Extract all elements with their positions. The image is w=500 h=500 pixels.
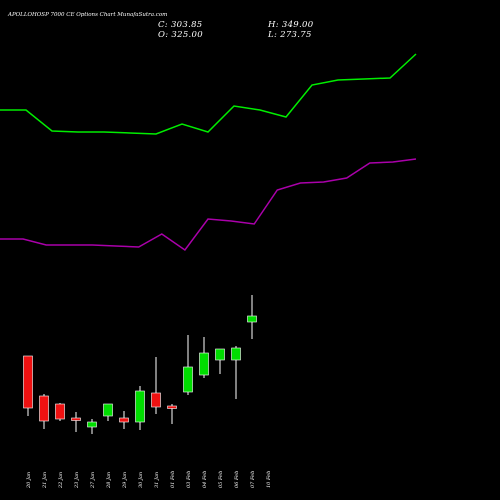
high-value: H: 349.00 bbox=[268, 20, 314, 30]
candle-body bbox=[247, 315, 257, 323]
x-tick-label: 03 Feb bbox=[186, 471, 192, 488]
candle-body bbox=[151, 392, 161, 408]
candle-body bbox=[215, 348, 225, 361]
candle-body bbox=[55, 403, 65, 420]
x-tick-label: 23 Jan bbox=[74, 472, 80, 489]
close-value: C: 303.85 bbox=[158, 20, 203, 30]
candle-body bbox=[87, 421, 97, 428]
x-tick-label: 06 Feb bbox=[234, 471, 240, 488]
x-tick-labels: 20 Jan 21 Jan 22 Jan 23 Jan 27 Jan 28 Jan 29 J… bbox=[26, 471, 272, 489]
candle-body bbox=[119, 417, 129, 423]
x-tick-label: 31 Jan bbox=[154, 472, 160, 488]
x-tick-label: 29 Jan bbox=[122, 472, 128, 489]
candle-body bbox=[23, 355, 33, 409]
x-tick-label: 21 Jan bbox=[42, 472, 48, 489]
chart-title: APOLLOHOSP 7000 CE Options Chart MunafaS… bbox=[8, 12, 168, 18]
x-tick-label: 20 Jan bbox=[26, 472, 32, 489]
candle-body bbox=[135, 390, 145, 423]
candle-body bbox=[167, 405, 177, 409]
x-tick-label: 30 Jan bbox=[138, 472, 144, 488]
upper-band-line bbox=[0, 53, 417, 135]
lower-band-line bbox=[0, 158, 417, 252]
candle-body bbox=[183, 366, 193, 393]
candle-body bbox=[71, 417, 81, 421]
x-tick-label: 01 Feb bbox=[170, 471, 176, 488]
low-value: L: 273.75 bbox=[268, 30, 312, 40]
candle-body bbox=[199, 352, 209, 376]
candle-body bbox=[103, 403, 113, 417]
x-tick-label: 04 Feb bbox=[202, 471, 208, 488]
candles-group bbox=[23, 295, 257, 434]
candle-body bbox=[39, 395, 49, 422]
x-tick-label: 10 Feb bbox=[266, 471, 272, 488]
x-tick-label: 22 Jan bbox=[58, 472, 64, 489]
x-tick-label: 28 Jan bbox=[106, 472, 112, 489]
x-tick-label: 05 Feb bbox=[218, 471, 224, 488]
x-tick-label: 27 Jan bbox=[90, 472, 96, 489]
open-value: O: 325.00 bbox=[158, 30, 203, 40]
candle-body bbox=[231, 347, 241, 361]
x-tick-label: 07 Feb bbox=[250, 471, 256, 488]
